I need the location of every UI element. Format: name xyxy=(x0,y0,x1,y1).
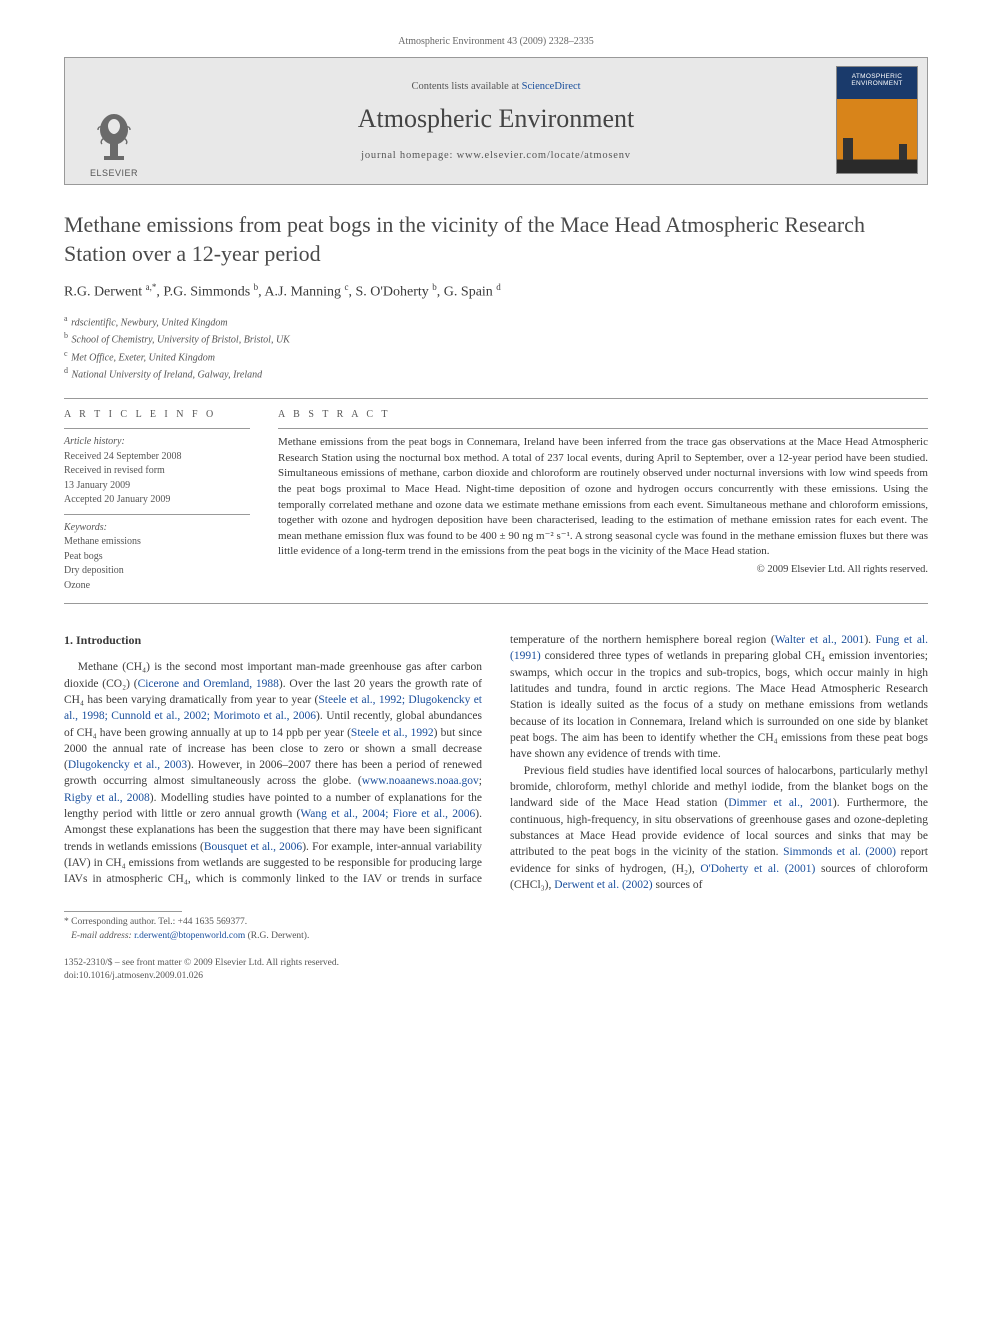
affil-sup: d xyxy=(64,366,68,375)
banner-center: Contents lists available at ScienceDirec… xyxy=(163,58,829,184)
history-line: Received in revised form xyxy=(64,465,165,476)
rule xyxy=(64,428,250,429)
citation-link[interactable]: O'Doherty et al. (2001) xyxy=(700,863,815,875)
author-list: R.G. Derwent a,*, P.G. Simmonds b, A.J. … xyxy=(64,282,928,301)
cover-title: ATMOSPHERIC ENVIRONMENT xyxy=(837,67,917,99)
page-footer: 1352-2310/$ – see front matter © 2009 El… xyxy=(64,957,928,984)
article-info-column: A R T I C L E I N F O Article history: R… xyxy=(64,409,250,593)
citation-link[interactable]: Dlugokencky et al., 2003 xyxy=(68,759,187,771)
body-text: considered three types of wetlands in pr… xyxy=(510,650,928,760)
history-line: Accepted 20 January 2009 xyxy=(64,494,170,505)
elsevier-tree-icon xyxy=(86,108,142,166)
running-header: Atmospheric Environment 43 (2009) 2328–2… xyxy=(64,36,928,47)
body-text: sources of xyxy=(653,879,703,891)
corresponding-author-line: * Corresponding author. Tel.: +44 1635 5… xyxy=(64,916,928,929)
affil-text: rdscientific, Newbury, United Kingdom xyxy=(71,317,228,328)
history-label: Article history: xyxy=(64,436,125,447)
publisher-block: ELSEVIER xyxy=(65,58,163,184)
history-line: 13 January 2009 xyxy=(64,480,130,491)
email-link[interactable]: r.derwent@btopenworld.com xyxy=(134,931,245,941)
affil-sup: b xyxy=(64,331,68,340)
keyword: Dry deposition xyxy=(64,565,124,576)
contents-prefix: Contents lists available at xyxy=(411,81,521,92)
body-text: ). xyxy=(864,634,875,646)
footer-doi: doi:10.1016/j.atmosenv.2009.01.026 xyxy=(64,970,928,983)
article-history-block: Article history: Received 24 September 2… xyxy=(64,435,250,508)
cover-skyline-icon xyxy=(837,135,917,173)
body-text-columns: 1. Introduction Methane (CH₄) is the sec… xyxy=(64,632,928,943)
citation-link[interactable]: Derwent et al. (2002) xyxy=(554,879,652,891)
abstract-heading: A B S T R A C T xyxy=(278,409,928,420)
journal-homepage-line: journal homepage: www.elsevier.com/locat… xyxy=(361,150,631,161)
rule xyxy=(278,428,928,429)
rule xyxy=(64,514,250,515)
abstract-text: Methane emissions from the peat bogs in … xyxy=(278,435,928,560)
keywords-label: Keywords: xyxy=(64,522,107,533)
cover-label-2: ENVIRONMENT xyxy=(851,80,902,87)
affiliations: a rdscientific, Newbury, United Kingdom … xyxy=(64,313,928,382)
affil-text: Met Office, Exeter, United Kingdom xyxy=(71,352,215,363)
journal-name: Atmospheric Environment xyxy=(358,104,635,134)
keywords-block: Keywords: Methane emissions Peat bogs Dr… xyxy=(64,521,250,594)
publisher-label: ELSEVIER xyxy=(90,168,138,178)
info-abstract-row: A R T I C L E I N F O Article history: R… xyxy=(64,409,928,593)
affil-sup: a xyxy=(64,314,68,323)
citation-link[interactable]: Rigby et al., 2008 xyxy=(64,792,150,804)
citation-link[interactable]: Cicerone and Oremland, 1988 xyxy=(138,678,279,690)
footnote-rule xyxy=(64,911,182,912)
cover-image-area xyxy=(837,99,917,173)
footnote-block: * Corresponding author. Tel.: +44 1635 5… xyxy=(64,911,928,943)
abstract-column: A B S T R A C T Methane emissions from t… xyxy=(278,409,928,593)
cover-label-1: ATMOSPHERIC xyxy=(852,73,903,80)
article-info-heading: A R T I C L E I N F O xyxy=(64,409,250,420)
journal-cover-thumb: ATMOSPHERIC ENVIRONMENT xyxy=(836,66,918,174)
citation-link[interactable]: Bousquet et al., 2006 xyxy=(204,841,302,853)
email-label: E-mail address: xyxy=(71,931,134,941)
email-line: E-mail address: r.derwent@btopenworld.co… xyxy=(64,930,928,943)
email-suffix: (R.G. Derwent). xyxy=(245,931,309,941)
keyword: Ozone xyxy=(64,580,90,591)
citation-link[interactable]: Walter et al., 2001 xyxy=(775,634,865,646)
citation-link[interactable]: Steele et al., 1992 xyxy=(351,727,434,739)
affiliation-row: b School of Chemistry, University of Bri… xyxy=(64,330,928,347)
citation-link[interactable]: Dimmer et al., 2001 xyxy=(728,797,833,809)
citation-link[interactable]: www.noaanews.noaa.gov xyxy=(362,775,479,787)
body-text: ; xyxy=(479,775,482,787)
body-paragraph: Previous field studies have identified l… xyxy=(510,763,928,894)
history-line: Received 24 September 2008 xyxy=(64,451,181,462)
keyword: Peat bogs xyxy=(64,551,103,562)
footer-copyright: 1352-2310/$ – see front matter © 2009 El… xyxy=(64,957,928,970)
citation-link[interactable]: Wang et al., 2004; Fiore et al., 2006 xyxy=(300,808,475,820)
section-heading: 1. Introduction xyxy=(64,632,482,649)
affil-text: School of Chemistry, University of Brist… xyxy=(72,335,290,346)
journal-banner: ELSEVIER Contents lists available at Sci… xyxy=(64,57,928,185)
affiliation-row: a rdscientific, Newbury, United Kingdom xyxy=(64,313,928,330)
affil-sup: c xyxy=(64,349,68,358)
affil-text: National University of Ireland, Galway, … xyxy=(72,369,263,380)
keyword: Methane emissions xyxy=(64,536,141,547)
citation-link[interactable]: Simmonds et al. (2000) xyxy=(783,846,896,858)
cover-thumbnail-block: ATMOSPHERIC ENVIRONMENT xyxy=(829,58,927,184)
rule xyxy=(64,603,928,604)
article-title: Methane emissions from peat bogs in the … xyxy=(64,211,928,268)
rule xyxy=(64,398,928,399)
abstract-copyright: © 2009 Elsevier Ltd. All rights reserved… xyxy=(278,564,928,575)
affiliation-row: d National University of Ireland, Galway… xyxy=(64,365,928,382)
contents-available-line: Contents lists available at ScienceDirec… xyxy=(411,81,580,92)
affiliation-row: c Met Office, Exeter, United Kingdom xyxy=(64,348,928,365)
sciencedirect-link[interactable]: ScienceDirect xyxy=(522,81,581,92)
page-container: Atmospheric Environment 43 (2009) 2328–2… xyxy=(0,0,992,1014)
